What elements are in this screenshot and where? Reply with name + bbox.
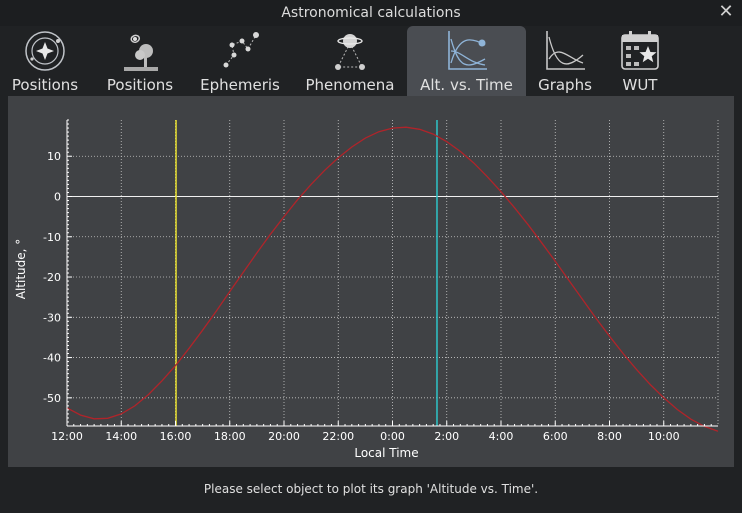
tab-label: Alt. vs. Time (420, 76, 513, 94)
y-tick-label: -40 (43, 352, 61, 365)
tab-ephemeris[interactable]: Ephemeris (192, 26, 288, 96)
tab-bar: Positions Positions Ephemeris (0, 26, 742, 96)
graphs-icon (546, 31, 585, 70)
x-tick-label: 18:00 (214, 430, 246, 443)
x-tick-label: 14:00 (105, 430, 137, 443)
planet-conjunction-icon (335, 34, 365, 70)
tab-label: Positions (11, 76, 79, 94)
y-tick-label: -50 (43, 392, 61, 405)
constellation-icon (223, 32, 259, 68)
altitude-graph-icon (447, 31, 487, 70)
tab-positions-solar[interactable]: Positions (2, 26, 88, 96)
x-tick-label: 10:00 (648, 430, 680, 443)
tab-alt-vs-time[interactable]: Alt. vs. Time (407, 26, 526, 96)
x-tick-label: 0:00 (380, 430, 405, 443)
x-tick-label: 20:00 (268, 430, 300, 443)
tab-graphs[interactable]: Graphs (530, 26, 600, 96)
x-axis-label: Local Time (354, 446, 418, 460)
chart-grid (66, 120, 719, 426)
chart-axes (66, 119, 718, 427)
tab-wut[interactable]: WUT (606, 26, 674, 96)
altitude-chart[interactable]: 10 0 -10 -20 -30 -40 -50 12:00 14:00 16:00 18:00 2… (8, 96, 734, 467)
tab-phenomena[interactable]: Phenomena (298, 26, 402, 96)
y-tick-label: 10 (47, 150, 61, 163)
x-tick-label: 22:00 (322, 430, 354, 443)
tab-label: Phenomena (305, 76, 395, 94)
window-title: Astronomical calculations (281, 5, 461, 21)
chart-panel: 10 0 -10 -20 -30 -40 -50 12:00 14:00 16:00 18:00 2… (8, 96, 734, 467)
altitude-curve (66, 126, 719, 432)
calendar-star-icon (621, 31, 659, 70)
y-tick-label: -20 (43, 271, 61, 284)
tab-label: Graphs (538, 76, 592, 94)
tab-label: Ephemeris (200, 76, 280, 94)
orbit-star-icon (25, 31, 65, 71)
y-axis-label: Altitude, ° (14, 239, 28, 300)
x-tick-label: 8:00 (597, 430, 622, 443)
y-tick-label: 0 (54, 191, 61, 204)
y-tick-labels: 10 0 -10 -20 -30 -40 -50 (43, 150, 61, 405)
y-tick-label: -30 (43, 311, 61, 324)
x-tick-label: 12:00 (51, 430, 83, 443)
x-tick-labels: 12:00 14:00 16:00 18:00 20:00 22:00 0:00 2:00 4:… (51, 430, 679, 443)
x-tick-label: 6:00 (543, 430, 568, 443)
tab-label: Positions (106, 76, 174, 94)
x-tick-label: 16:00 (160, 430, 192, 443)
x-tick-label: 4:00 (489, 430, 514, 443)
status-message: Please select object to plot its graph '… (203, 482, 539, 496)
tab-label: WUT (622, 76, 658, 94)
close-icon[interactable]: ✕ (718, 1, 734, 22)
galaxy-tree-icon (124, 34, 158, 71)
title-bar: Astronomical calculations ✕ (0, 0, 742, 26)
tab-positions-dso[interactable]: Positions (96, 26, 184, 96)
y-tick-label: -10 (43, 231, 61, 244)
x-tick-label: 2:00 (434, 430, 459, 443)
